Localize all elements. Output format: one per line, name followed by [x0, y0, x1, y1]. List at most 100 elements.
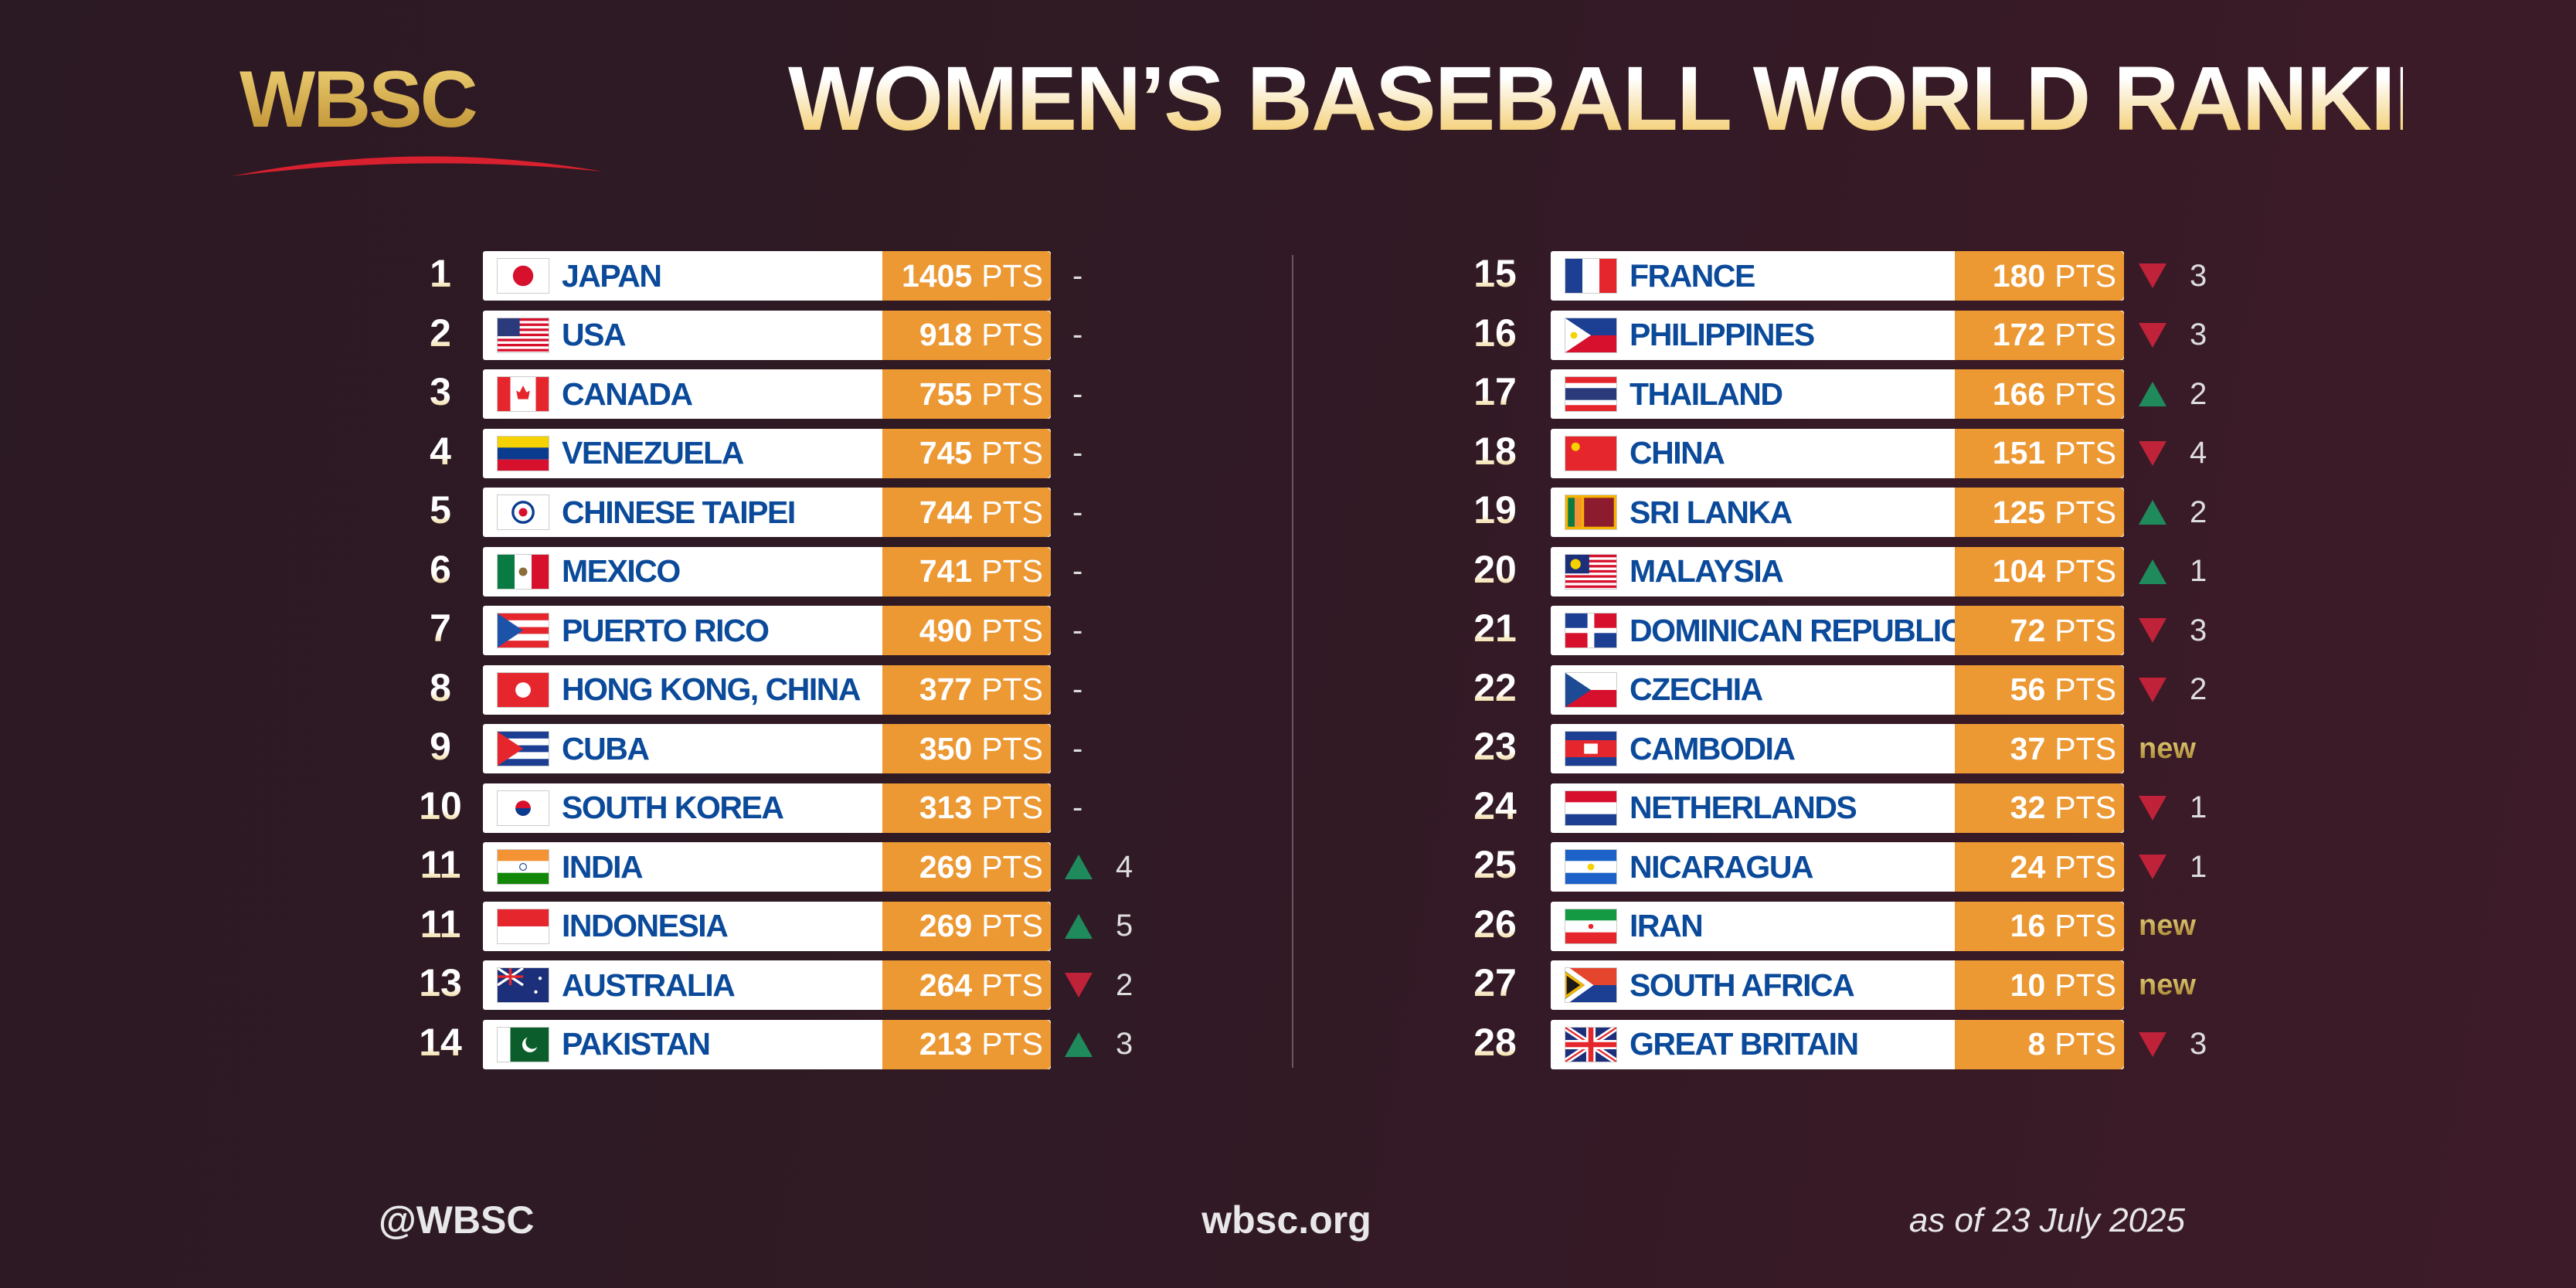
country-bar: PUERTO RICO 490 PTS	[483, 606, 1051, 655]
points-value: 350	[919, 730, 973, 766]
flag-gb-icon	[1565, 1026, 1617, 1062]
rank-change: 1	[2139, 783, 2207, 833]
change-value: 2	[2190, 376, 2207, 411]
flag-au-icon	[497, 967, 549, 1003]
rank-number: 4	[398, 429, 483, 474]
points-value: 24	[2010, 848, 2046, 885]
arrow-up-icon	[1065, 855, 1093, 879]
flag-hk-icon	[497, 671, 549, 708]
points-badge: 166 PTS	[1955, 369, 2124, 419]
points-value: 313	[919, 790, 973, 825]
flag-us-icon	[497, 317, 549, 353]
points-unit: PTS	[2054, 908, 2116, 943]
points-value: 377	[919, 671, 973, 707]
arrow-down-icon	[2139, 618, 2166, 643]
country-bar: JAPAN 1405 PTS	[483, 251, 1051, 301]
points-badge: 269 PTS	[882, 842, 1051, 892]
rank-change: 2	[2139, 665, 2207, 715]
arrow-down-icon	[2139, 322, 2166, 348]
rank-change: -	[1065, 606, 1082, 655]
points-badge: 269 PTS	[882, 901, 1051, 951]
flag-ca-icon	[497, 376, 549, 412]
country-name: SOUTH KOREA	[562, 790, 784, 825]
flag-kr-icon	[497, 790, 549, 826]
country-bar: MEXICO 741 PTS	[483, 546, 1051, 596]
flag-ve-icon	[497, 435, 549, 471]
points-value: 918	[919, 317, 973, 352]
country-name: FRANCE	[1630, 257, 1755, 294]
country-name: SOUTH AFRICA	[1630, 967, 1855, 1003]
arrow-down-icon	[2139, 855, 2166, 879]
flag-ph-icon	[1565, 317, 1617, 353]
change-value: -	[1072, 436, 1083, 470]
country-name: VENEZUELA	[562, 435, 744, 471]
country-name: CUBA	[562, 730, 650, 766]
country-name: CZECHIA	[1630, 671, 1763, 707]
points-unit: PTS	[2054, 790, 2116, 825]
country-bar: NICARAGUA 24 PTS	[1551, 842, 2124, 892]
rank-number: 11	[398, 902, 483, 946]
points-unit: PTS	[2054, 376, 2116, 412]
change-value: 2	[2190, 672, 2207, 706]
points-unit: PTS	[2054, 1026, 2116, 1062]
points-unit: PTS	[2054, 967, 2116, 1003]
rank-change: 2	[2139, 369, 2207, 419]
points-unit: PTS	[2054, 317, 2116, 352]
points-badge: 741 PTS	[882, 546, 1051, 596]
points-unit: PTS	[981, 730, 1043, 766]
country-name: INDONESIA	[562, 908, 729, 943]
country-bar: MALAYSIA 104 PTS	[1551, 546, 2124, 596]
points-badge: 172 PTS	[1955, 310, 2124, 360]
change-value: -	[1072, 613, 1083, 647]
flag-za-icon	[1565, 967, 1617, 1003]
change-value: -	[1072, 494, 1083, 529]
points-badge: 8 PTS	[1955, 1019, 2124, 1069]
rank-number: 6	[398, 547, 483, 592]
rank-number: 5	[398, 488, 483, 532]
rank-change: new	[2139, 724, 2196, 773]
points-badge: 104 PTS	[1955, 546, 2124, 596]
change-value: 1	[2190, 554, 2207, 588]
flag-nl-icon	[1565, 790, 1617, 826]
new-badge: new	[2139, 909, 2196, 942]
country-name: CAMBODIA	[1630, 730, 1796, 766]
arrow-down-icon	[1065, 973, 1093, 997]
points-value: 490	[919, 612, 973, 648]
rank-number: 19	[1453, 488, 1538, 532]
points-value: 1405	[902, 257, 973, 294]
rank-change: -	[1065, 369, 1082, 419]
points-unit: PTS	[981, 553, 1043, 589]
country-bar: FRANCE 180 PTS	[1551, 251, 2124, 301]
rank-number: 15	[1453, 251, 1538, 296]
points-value: 269	[919, 848, 973, 885]
rank-change: -	[1065, 251, 1082, 301]
country-bar: CUBA 350 PTS	[483, 724, 1051, 773]
rank-number: 21	[1453, 606, 1538, 651]
points-badge: 10 PTS	[1955, 960, 2124, 1010]
rank-change: 1	[2139, 547, 2207, 596]
rank-change: -	[1065, 429, 1082, 478]
points-value: 37	[2010, 730, 2046, 766]
points-value: 72	[2010, 612, 2046, 648]
flag-kh-icon	[1565, 731, 1617, 766]
points-badge: 744 PTS	[882, 488, 1051, 537]
points-value: 755	[919, 376, 973, 412]
rank-number: 26	[1453, 902, 1538, 946]
points-badge: 490 PTS	[882, 606, 1051, 655]
logo-swoosh	[232, 156, 603, 176]
points-value: 56	[2010, 671, 2046, 707]
country-name: AUSTRALIA	[562, 967, 736, 1003]
points-value: 269	[919, 908, 973, 943]
country-bar: INDIA 269 PTS	[483, 842, 1051, 892]
rank-number: 13	[398, 960, 483, 1005]
change-value: 3	[2190, 1027, 2207, 1061]
points-value: 745	[919, 435, 973, 471]
points-badge: 745 PTS	[882, 428, 1051, 478]
rank-change: 3	[2139, 311, 2207, 360]
flag-ni-icon	[1565, 849, 1617, 885]
website-link[interactable]: wbsc.org	[1201, 1198, 1371, 1242]
flag-do-icon	[1565, 613, 1617, 648]
rank-change: 5	[1065, 902, 1133, 951]
flag-pr-icon	[497, 613, 549, 648]
change-value: 1	[2190, 849, 2207, 884]
